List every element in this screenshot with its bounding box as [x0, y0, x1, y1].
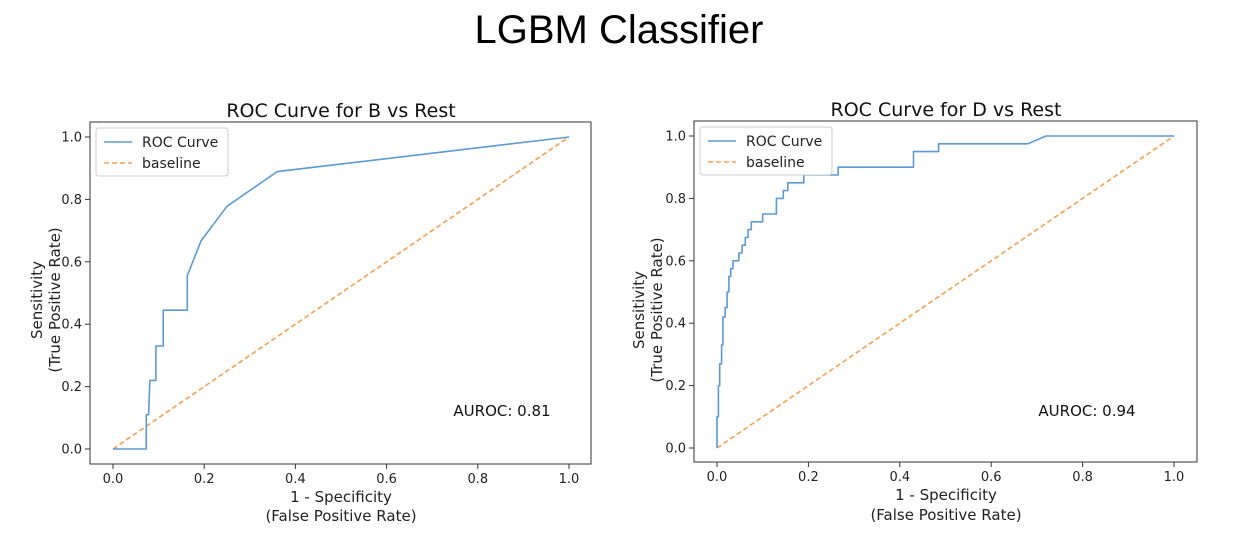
legend-label: baseline	[142, 156, 201, 172]
y-axis-sublabel: (True Positive Rate)	[648, 237, 666, 382]
x-tick-label: 0.6	[981, 470, 1002, 485]
y-tick-label: 0.0	[61, 443, 82, 458]
y-tick-label: 0.4	[61, 318, 82, 333]
page-title: LGBM Classifier	[474, 8, 764, 52]
x-tick-label: 0.2	[798, 470, 819, 485]
x-axis-sublabel: (False Positive Rate)	[265, 507, 416, 525]
chart-panel-1: ROC Curve for B vs Rest 0.0 0.2 0.4 0.6 0.8 1.…	[28, 100, 592, 525]
legend-box	[699, 126, 833, 176]
y-axis-label-group: Sensitivity (True Positive Rate)	[630, 237, 666, 382]
y-tick-label: 0.4	[665, 317, 686, 332]
x-axis-label: 1 - Specificity	[290, 488, 392, 506]
auroc-annotation: AUROC: 0.94	[1038, 402, 1135, 420]
legend: ROC Curve baseline	[699, 126, 833, 176]
y-tick-label: 0.6	[665, 254, 686, 269]
x-tick-label: 0.4	[285, 472, 306, 487]
legend-label: baseline	[746, 155, 805, 171]
legend-label: ROC Curve	[746, 134, 822, 150]
legend-box	[95, 127, 229, 177]
y-axis-label: Sensitivity	[630, 271, 648, 349]
x-tick-label: 0.0	[707, 470, 728, 485]
y-axis-label: Sensitivity	[28, 261, 46, 339]
y-tick-label: 0.8	[61, 193, 82, 208]
auroc-annotation: AUROC: 0.81	[453, 402, 550, 420]
y-tick-label: 0.2	[61, 380, 82, 395]
y-tick-label: 1.0	[665, 130, 686, 145]
y-tick-label: 0.6	[61, 255, 82, 270]
y-tick-label: 0.8	[665, 192, 686, 207]
x-tick-label: 0.6	[376, 472, 397, 487]
y-tick-label: 0.2	[665, 379, 686, 394]
x-tick-label: 0.4	[889, 470, 910, 485]
y-axis-sublabel: (True Positive Rate)	[46, 227, 64, 372]
chart-title: ROC Curve for D vs Rest	[831, 99, 1062, 121]
baseline-line	[112, 136, 570, 450]
axes-frame	[89, 121, 592, 465]
axes-frame	[693, 120, 1198, 463]
y-tick-label: 1.0	[61, 131, 82, 146]
legend-label: ROC Curve	[142, 135, 218, 151]
baseline-line	[716, 135, 1175, 449]
roc-curve-line	[716, 135, 1174, 448]
x-tick-label: 1.0	[559, 472, 580, 487]
x-tick-label: 1.0	[1164, 470, 1185, 485]
y-axis-label-group: Sensitivity (True Positive Rate)	[28, 227, 64, 372]
x-axis-label: 1 - Specificity	[895, 486, 997, 504]
chart-panel-2: ROC Curve for D vs Rest 0.0 0.2 0.4 0.6 0.8 1.…	[630, 99, 1198, 524]
legend: ROC Curve baseline	[95, 127, 229, 177]
x-tick-label: 0.8	[467, 472, 488, 487]
roc-curve-line	[113, 136, 570, 450]
x-tick-label: 0.0	[103, 472, 124, 487]
chart-title: ROC Curve for B vs Rest	[226, 100, 455, 122]
y-tick-label: 0.0	[665, 442, 686, 457]
x-tick-label: 0.2	[194, 472, 215, 487]
x-axis-sublabel: (False Positive Rate)	[870, 506, 1021, 524]
x-tick-label: 0.8	[1072, 470, 1093, 485]
